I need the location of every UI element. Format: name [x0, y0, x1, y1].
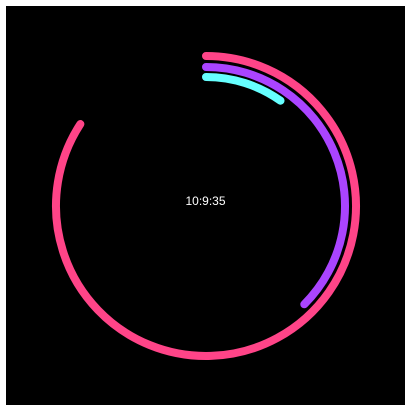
second-ring	[202, 73, 285, 105]
time-readout: 10:9:35	[185, 194, 226, 208]
minute-ring	[202, 63, 349, 309]
clock-rings	[52, 52, 360, 360]
clock-face: 10:9:35	[6, 6, 405, 405]
hour-ring	[52, 52, 360, 360]
